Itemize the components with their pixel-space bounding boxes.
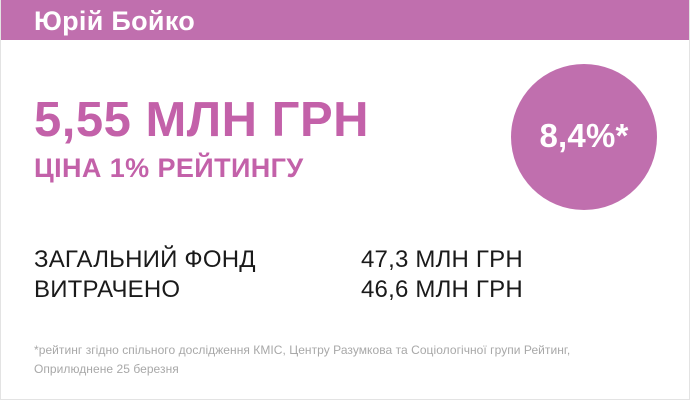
hero-block: 5,55 МЛН ГРН ЦІНА 1% РЕЙТИНГУ <box>34 96 504 182</box>
stats-table: ЗАГАЛЬНИЙ ФОНД 47,3 МЛН ГРН ВИТРАЧЕНО 46… <box>34 246 594 306</box>
footnote-line-1: *рейтинг згідно спільного дослідження КМ… <box>34 343 571 357</box>
footnote-line-2: Оприлюднене 25 березня <box>34 361 179 376</box>
header-bar: Юрій Бойко <box>1 0 689 40</box>
footnote: *рейтинг згідно спільного дослідження КМ… <box>34 341 664 379</box>
table-row: ВИТРАЧЕНО 46,6 МЛН ГРН <box>34 276 594 306</box>
table-row: ЗАГАЛЬНИЙ ФОНД 47,3 МЛН ГРН <box>34 246 594 276</box>
page-title: Юрій Бойко <box>34 6 196 36</box>
percentage-badge-value: 8,4%* <box>539 117 629 154</box>
percentage-badge: 8,4%* <box>511 64 657 210</box>
hero-value: 5,55 МЛН ГРН <box>34 93 370 147</box>
stat-label: ЗАГАЛЬНИЙ ФОНД <box>34 246 256 273</box>
hero-label: ЦІНА 1% РЕЙТИНГУ <box>34 153 304 183</box>
stat-value: 46,6 МЛН ГРН <box>361 276 523 303</box>
stat-value: 47,3 МЛН ГРН <box>361 246 523 273</box>
stat-label: ВИТРАЧЕНО <box>34 276 181 303</box>
